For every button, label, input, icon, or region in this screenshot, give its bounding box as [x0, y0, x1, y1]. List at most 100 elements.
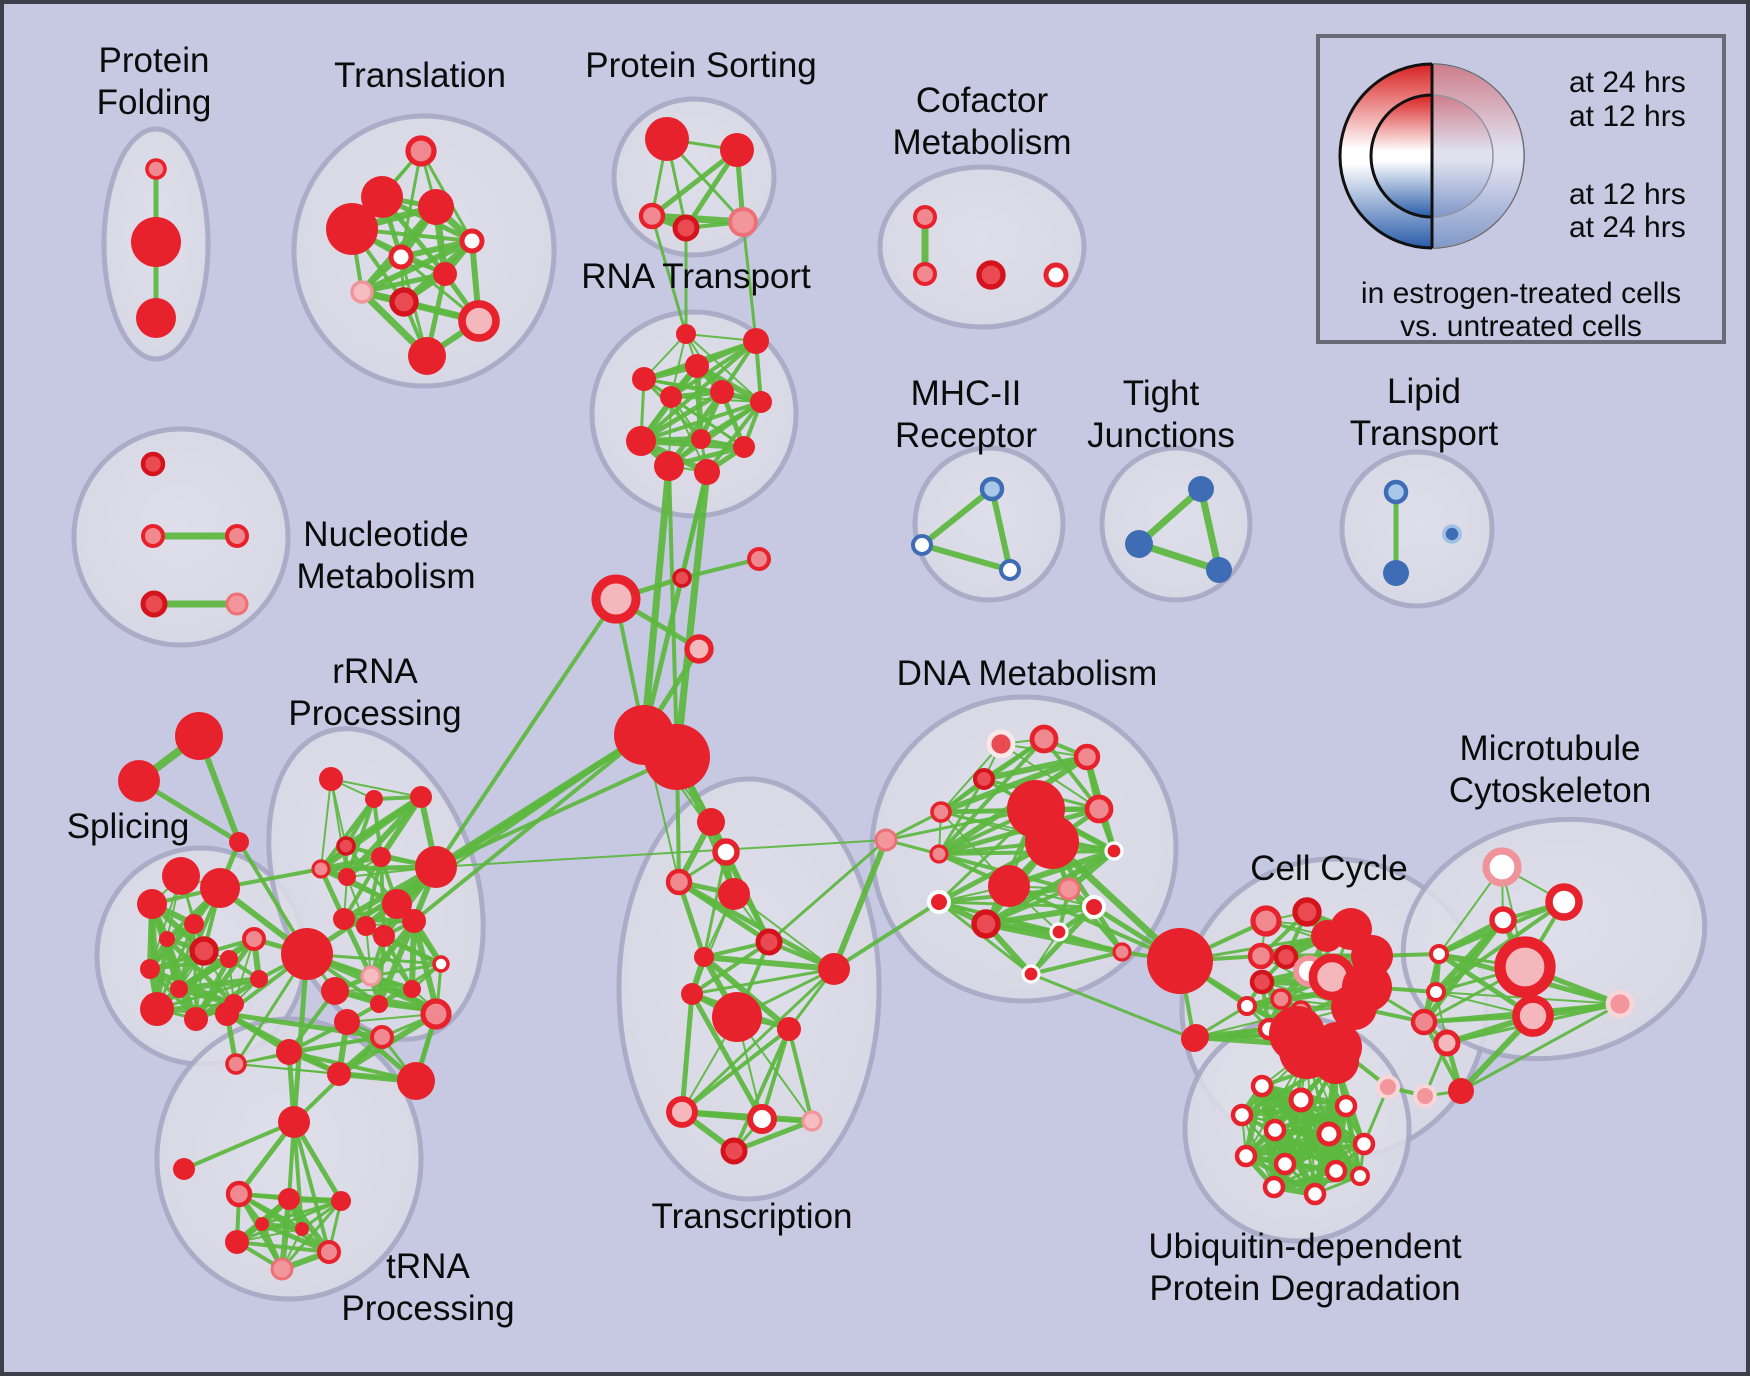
edge — [259, 1221, 332, 1255]
cluster-label-dna-metabolism: DNA Metabolism — [896, 654, 1158, 693]
rna-transport-node — [626, 426, 656, 456]
legend-time-12hr-down: at 12 hrs — [1569, 178, 1686, 211]
cluster-label-rna-transport: RNA Transport — [581, 257, 811, 296]
edge — [434, 597, 618, 869]
connectors-node — [684, 634, 714, 664]
ubiquitin-degradation-node — [1313, 1038, 1359, 1084]
translation-node — [361, 176, 403, 218]
edge — [938, 754, 1090, 815]
edge — [989, 486, 1013, 573]
cell-cycle-node — [1237, 996, 1257, 1016]
edge — [650, 214, 688, 336]
translation-node — [459, 228, 485, 254]
dna-metabolism-node — [971, 909, 1001, 939]
mhc-ii-receptor-ellipse — [912, 445, 1066, 603]
splicing-node — [140, 959, 160, 979]
edge — [330, 778, 422, 798]
splicing-node — [200, 868, 240, 908]
transcription-node — [747, 1104, 777, 1134]
microtubule-cytoskeleton-node — [1512, 995, 1554, 1037]
edge — [694, 363, 704, 442]
cell-cycle-node — [1247, 942, 1275, 970]
dna-metabolism-node — [1049, 922, 1069, 942]
edge — [701, 954, 792, 1032]
tight-junctions-node — [1125, 530, 1153, 558]
edge — [741, 220, 758, 343]
edge — [673, 468, 711, 761]
splicing-node — [159, 931, 175, 947]
ubiquitin-degradation-node — [1263, 1118, 1287, 1142]
cell-cycle-node — [1273, 944, 1299, 970]
transcription-node — [755, 928, 783, 956]
translation-node — [418, 189, 454, 225]
nucleotide-metabolism-node — [225, 592, 249, 616]
microtubule-cytoskeleton-node — [1429, 944, 1449, 964]
edge — [667, 464, 679, 759]
edge — [1197, 485, 1223, 574]
rrna-processing-node — [402, 909, 426, 933]
cluster-label-splicing: Splicing — [66, 807, 190, 846]
rrna-processing-node — [403, 980, 421, 998]
translation-node — [389, 287, 419, 317]
cluster-label-mhc-ii-receptor: MHC-II Receptor — [894, 374, 1038, 455]
edge — [639, 400, 763, 443]
rna-transport-node — [685, 354, 709, 378]
trna-processing-node — [317, 1240, 341, 1264]
rrna-processing-node — [410, 786, 432, 808]
edge — [292, 1120, 304, 1231]
microtubule-cytoskeleton-node — [1448, 1078, 1474, 1104]
connectors-node — [1413, 1084, 1437, 1108]
edge — [182, 1120, 296, 1171]
cluster-label-ubiquitin-degradation: Ubiquitin-dependent Protein Degradation — [1148, 1227, 1462, 1308]
edge — [831, 837, 889, 972]
rrna-processing-node — [311, 859, 331, 879]
splicing-node — [170, 980, 188, 998]
ubiquitin-degradation-node — [1352, 1132, 1376, 1156]
dna-metabolism-node — [1021, 964, 1041, 984]
edge — [1058, 931, 1123, 953]
ubiquitin-degradation-node — [1288, 1087, 1314, 1113]
edge — [235, 1199, 343, 1244]
edge — [731, 1118, 815, 1154]
cofactor-metabolism-node — [913, 262, 937, 286]
edge — [642, 377, 703, 441]
rrna-processing-node — [382, 889, 412, 919]
transcription-node — [718, 878, 750, 910]
edge — [292, 1120, 331, 1254]
trna-processing-node — [278, 1106, 310, 1138]
ubiquitin-degradation-node — [1234, 1144, 1258, 1168]
rna-transport-node — [676, 324, 696, 344]
rrna-processing-node — [373, 925, 395, 947]
translation-node — [388, 244, 414, 270]
trna-processing-node — [225, 1180, 253, 1208]
cluster-label-nucleotide-metabolism: Nucleotide Metabolism — [296, 515, 476, 596]
edge — [760, 1027, 791, 1121]
rrna-processing-node — [336, 836, 356, 856]
rna-transport-node — [750, 391, 772, 413]
rrna-processing-node — [333, 908, 355, 930]
trna-processing-node — [276, 1039, 302, 1065]
cell-cycle-node — [1331, 984, 1377, 1030]
trna-processing-node — [278, 1188, 300, 1210]
translation-node — [326, 203, 378, 255]
edge — [733, 893, 835, 970]
splicing-triangle-node — [229, 832, 249, 852]
splicing-triangle-node — [175, 712, 223, 760]
trna-processing-node — [334, 1009, 360, 1035]
transcription-node — [712, 992, 762, 1042]
cluster-label-tight-junctions: Tight Junctions — [1087, 374, 1235, 455]
microtubule-cytoskeleton-node — [1489, 906, 1517, 934]
ubiquitin-degradation-node — [1273, 1152, 1297, 1176]
trna-processing-node — [225, 1230, 249, 1254]
legend-caption-line2: vs. untreated cells — [1400, 310, 1642, 343]
legend-inner-arc — [1369, 93, 1433, 219]
transcription-node — [712, 838, 740, 866]
trna-processing-node — [331, 1191, 351, 1211]
rrna-processing-node — [432, 955, 450, 973]
dna-metabolism-node — [929, 844, 949, 864]
legend-time-24hr: at 24 hrs — [1569, 66, 1686, 99]
protein-sorting-node — [638, 202, 666, 230]
edge — [690, 940, 771, 996]
dna-metabolism-node — [930, 801, 952, 823]
transcription-node — [694, 947, 714, 967]
